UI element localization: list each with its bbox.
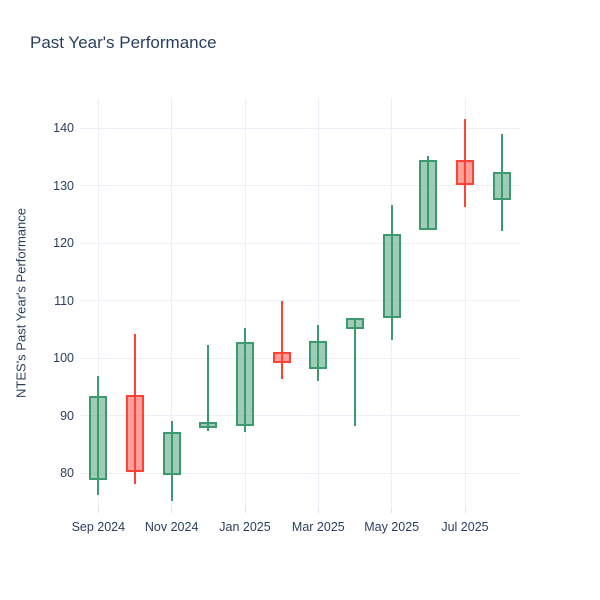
y-gridline [80,472,520,474]
y-gridline [80,242,520,244]
y-gridline [80,357,520,359]
candle-body [346,318,364,330]
candle-body [456,159,474,186]
x-tick-label: Jul 2025 [441,520,489,534]
candle-wick [207,344,210,431]
x-tick-mark [171,508,173,513]
x-tick-label: May 2025 [364,520,420,534]
plot-area [80,98,520,508]
x-gridline [464,98,466,508]
candle-body [162,431,181,475]
y-gridline [80,300,520,302]
y-tick-label: 130 [53,178,74,193]
x-tick-mark [464,508,466,513]
candle-body [272,352,291,363]
x-gridline [97,98,99,508]
x-tick-mark [317,508,319,513]
y-tick-label: 120 [53,236,74,251]
x-tick-mark [97,508,99,513]
candle-body [89,396,108,481]
x-gridline [171,98,173,508]
y-tick-label: 100 [53,351,74,366]
candle-wick [280,300,283,380]
candle-body [419,159,438,231]
y-gridline [80,185,520,187]
candle-body [382,233,401,319]
y-tick-label: 140 [53,121,74,136]
x-tick-mark [244,508,246,513]
x-tick-label: Nov 2024 [144,520,199,534]
candle-body [199,421,218,429]
x-tick-mark [391,508,393,513]
y-tick-label: 90 [60,408,74,423]
chart-title: Past Year's Performance [30,33,217,52]
candle-body [309,341,328,369]
candle-body [492,171,511,200]
x-gridline [244,98,246,508]
y-tick-label: 110 [54,293,74,308]
y-tick-label: 80 [60,466,74,481]
x-gridline [317,98,319,508]
y-gridline [80,127,520,129]
y-gridline [80,415,520,417]
x-tick-label: Mar 2025 [291,520,345,534]
candle-body [126,395,144,473]
candle-wick [354,318,356,426]
candle-body [236,342,254,426]
x-tick-label: Sep 2024 [71,520,126,534]
x-tick-label: Jan 2025 [219,520,271,534]
